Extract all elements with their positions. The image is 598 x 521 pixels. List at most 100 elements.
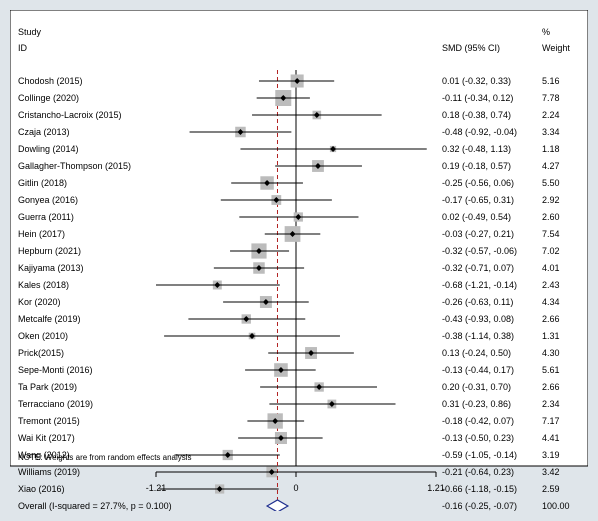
point-estimate	[294, 78, 301, 84]
effect-ci-text: 0.19 (-0.18, 0.57)	[442, 161, 511, 171]
study-name: Prick(2015)	[18, 348, 64, 358]
effect-ci-text: -0.59 (-1.05, -0.14)	[442, 450, 517, 460]
effect-ci-text: 0.31 (-0.23, 0.86)	[442, 399, 511, 409]
point-estimate	[280, 95, 287, 101]
weight-text: 3.34	[542, 127, 560, 137]
effect-ci-text: 0.32 (-0.48, 1.13)	[442, 144, 511, 154]
study-row: Hepburn (2021) -0.32 (-0.57, -0.06) 7.02	[18, 243, 560, 259]
point-estimate	[224, 452, 231, 458]
point-estimate	[264, 180, 271, 186]
point-estimate	[328, 401, 335, 407]
effect-ci-text: 0.20 (-0.31, 0.70)	[442, 382, 511, 392]
point-estimate	[272, 418, 279, 424]
point-estimate	[255, 265, 262, 271]
study-name: Kajiyama (2013)	[18, 263, 84, 273]
overall-effect-ci-text: -0.16 (-0.25, -0.07)	[442, 501, 517, 511]
study-name: Dowling (2014)	[18, 144, 79, 154]
effect-ci-text: -0.48 (-0.92, -0.04)	[442, 127, 517, 137]
study-row: Terracciano (2019) 0.31 (-0.23, 0.86) 2.34	[18, 399, 560, 409]
header-weight: Weight	[542, 43, 570, 53]
study-row: Wai Kit (2017) -0.13 (-0.50, 0.23) 4.41	[18, 431, 560, 445]
point-estimate	[273, 197, 280, 203]
study-name: Kales (2018)	[18, 280, 69, 290]
point-estimate	[289, 231, 296, 237]
effect-ci-text: 0.01 (-0.32, 0.33)	[442, 76, 511, 86]
study-rows: Chodosh (2015) 0.01 (-0.32, 0.33) 5.16 Coll…	[18, 70, 560, 511]
study-name: Oken (2010)	[18, 331, 68, 341]
weight-text: 2.43	[542, 280, 560, 290]
study-row: Gitlin (2018) -0.25 (-0.56, 0.06) 5.50	[18, 176, 560, 190]
study-name: Wai Kit (2017)	[18, 433, 75, 443]
study-name: Cristancho-Lacroix (2015)	[18, 110, 122, 120]
effect-ci-text: 0.13 (-0.24, 0.50)	[442, 348, 511, 358]
study-row: Wang (2012) -0.59 (-1.05, -0.14) 3.19	[18, 449, 560, 461]
effect-ci-text: -0.13 (-0.44, 0.17)	[442, 365, 514, 375]
study-name: Wang (2012)	[18, 450, 70, 460]
weight-text: 2.66	[542, 382, 560, 392]
study-row: Chodosh (2015) 0.01 (-0.32, 0.33) 5.16	[18, 74, 560, 88]
note-text: NOTE: Weights are from random effects an…	[18, 453, 192, 462]
point-estimate	[262, 299, 269, 305]
point-estimate	[277, 367, 284, 373]
effect-ci-text: -0.26 (-0.63, 0.11)	[442, 297, 513, 307]
study-name: Collinge (2020)	[18, 93, 79, 103]
study-row: Kajiyama (2013) -0.32 (-0.71, 0.07) 4.01	[18, 262, 560, 274]
weight-text: 5.61	[542, 365, 560, 375]
overall-diamond	[265, 499, 290, 511]
study-row: Prick(2015) 0.13 (-0.24, 0.50) 4.30	[18, 347, 560, 359]
effect-ci-text: -0.66 (-1.18, -0.15)	[442, 484, 517, 494]
point-estimate	[249, 333, 256, 339]
study-row: Dowling (2014) 0.32 (-0.48, 1.13) 1.18	[18, 144, 560, 154]
header-id: ID	[18, 43, 28, 53]
study-row: Gonyea (2016) -0.17 (-0.65, 0.31) 2.92	[18, 195, 560, 205]
study-name: Hepburn (2021)	[18, 246, 81, 256]
weight-text: 2.60	[542, 212, 560, 222]
weight-text: 2.92	[542, 195, 560, 205]
study-name: Hein (2017)	[18, 229, 65, 239]
point-estimate	[255, 248, 262, 254]
study-name: Gitlin (2018)	[18, 178, 67, 188]
study-name: Ta Park (2019)	[18, 382, 77, 392]
weight-text: 7.17	[542, 416, 560, 426]
study-name: Gonyea (2016)	[18, 195, 78, 205]
overall-label: Overall (I-squared = 27.7%, p = 0.100)	[18, 501, 172, 511]
weight-text: 4.01	[542, 263, 560, 273]
study-name: Williams (2019)	[18, 467, 80, 477]
effect-ci-text: -0.18 (-0.42, 0.07)	[442, 416, 514, 426]
forest-plot-panel: Study ID SMD (95% CI) % Weight Chodosh (…	[10, 10, 588, 511]
weight-text: 7.78	[542, 93, 560, 103]
study-row: Guerra (2011) 0.02 (-0.49, 0.54) 2.60	[18, 212, 560, 222]
weight-text: 7.02	[542, 246, 560, 256]
effect-ci-text: -0.03 (-0.27, 0.21)	[442, 229, 514, 239]
effect-ci-text: -0.32 (-0.57, -0.06)	[442, 246, 517, 256]
effect-ci-text: -0.43 (-0.93, 0.08)	[442, 314, 514, 324]
study-row: Kor (2020) -0.26 (-0.63, 0.11) 4.34	[18, 296, 560, 308]
weight-text: 3.19	[542, 450, 560, 460]
study-row: Cristancho-Lacroix (2015) 0.18 (-0.38, 0.…	[18, 110, 560, 120]
point-estimate	[243, 316, 250, 322]
study-row: Oken (2010) -0.38 (-1.14, 0.38) 1.31	[18, 331, 560, 341]
point-estimate	[277, 435, 284, 441]
x-tick-label: 0	[293, 483, 298, 493]
study-row: Gallagher-Thompson (2015) 0.19 (-0.18, 0.…	[18, 160, 560, 172]
weight-text: 4.34	[542, 297, 560, 307]
weight-text: 2.34	[542, 399, 560, 409]
header-percent: %	[542, 27, 550, 37]
x-tick-label: -1.21	[146, 483, 167, 493]
effect-ci-text: -0.68 (-1.21, -0.14)	[442, 280, 517, 290]
weight-text: 2.59	[542, 484, 560, 494]
weight-text: 5.50	[542, 178, 560, 188]
overall-row: Overall (I-squared = 27.7%, p = 0.100) -0…	[18, 499, 570, 511]
study-name: Chodosh (2015)	[18, 76, 83, 86]
effect-ci-text: -0.38 (-1.14, 0.38)	[442, 331, 514, 341]
header-effect: SMD (95% CI)	[442, 43, 500, 53]
study-name: Terracciano (2019)	[18, 399, 93, 409]
weight-text: 4.30	[542, 348, 560, 358]
study-name: Czaja (2013)	[18, 127, 70, 137]
study-name: Kor (2020)	[18, 297, 61, 307]
study-row: Hein (2017) -0.03 (-0.27, 0.21) 7.54	[18, 226, 560, 242]
effect-ci-text: 0.02 (-0.49, 0.54)	[442, 212, 511, 222]
study-row: Sepe-Monti (2016) -0.13 (-0.44, 0.17) 5.61	[18, 363, 560, 377]
point-estimate	[295, 214, 302, 220]
point-estimate	[214, 282, 221, 288]
